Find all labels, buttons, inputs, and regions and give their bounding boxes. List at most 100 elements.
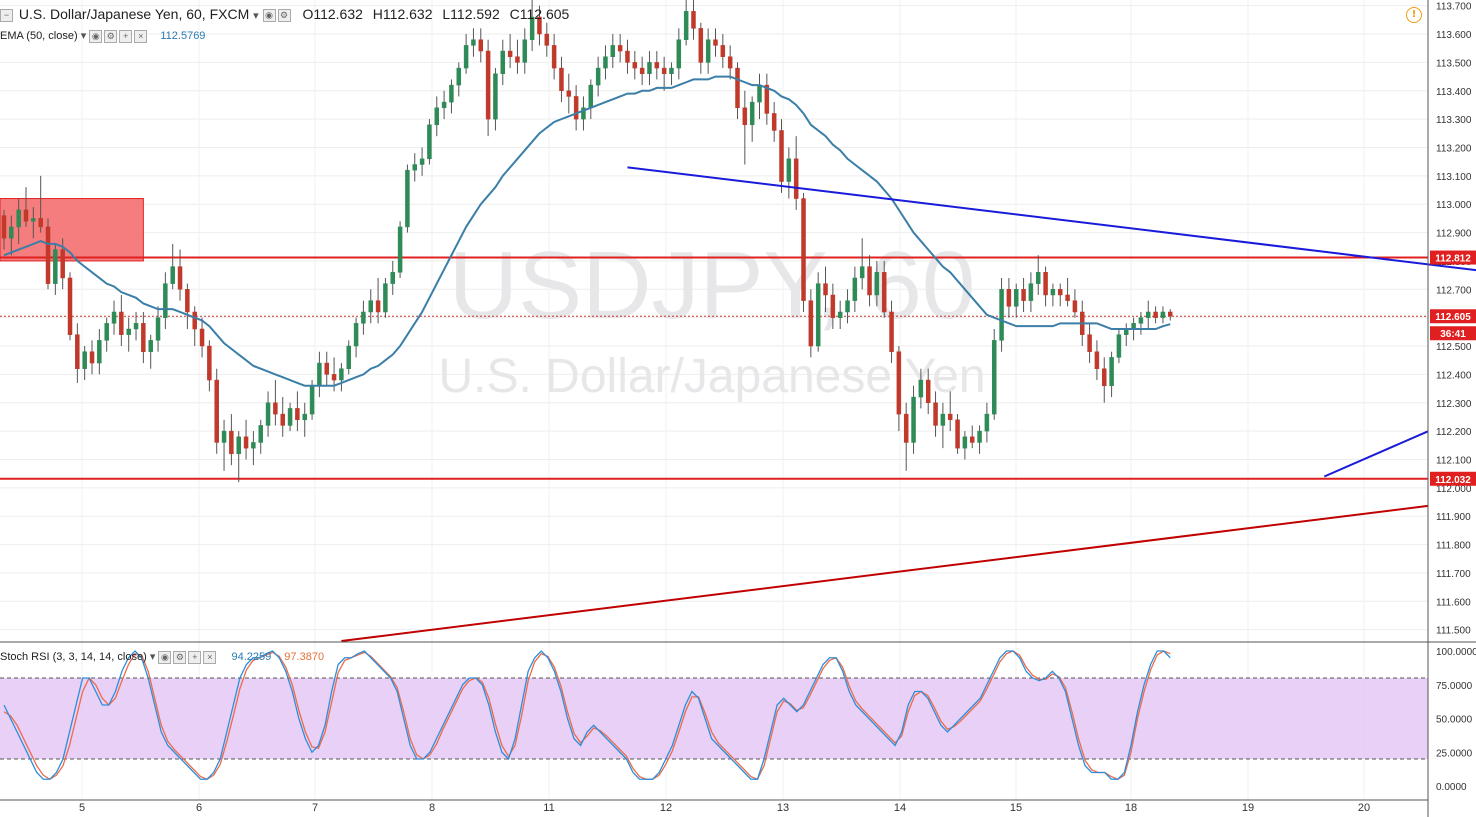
candle-body <box>727 56 733 69</box>
candle-body <box>713 39 718 46</box>
eye-icon[interactable]: ◉ <box>262 8 276 22</box>
candle-body <box>53 249 58 284</box>
candle-body <box>1065 294 1070 301</box>
candle-body <box>192 311 197 330</box>
candle <box>67 272 73 341</box>
rsi-label[interactable]: Stoch RSI (3, 3, 14, 14, close) <box>0 651 147 663</box>
y-tick-label: 112.200 <box>1436 427 1472 438</box>
candle <box>478 28 484 63</box>
candle <box>625 39 630 74</box>
y-tick-label: 113.500 <box>1436 58 1472 69</box>
candle <box>434 96 440 137</box>
ema-label[interactable]: EMA (50, close) <box>0 30 78 42</box>
plus-icon[interactable]: + <box>188 650 202 664</box>
symbol-title[interactable]: U.S. Dollar/Japanese Yen, 60, FXCM <box>18 6 250 22</box>
candle <box>383 277 388 318</box>
candle <box>302 402 307 437</box>
candle-body <box>1021 289 1026 301</box>
candle <box>493 68 498 131</box>
candle-body <box>126 328 131 335</box>
candle-body <box>537 16 542 35</box>
candle <box>507 34 513 69</box>
candle-body <box>9 226 14 239</box>
rsi-k-value: 94.2259 <box>231 651 272 663</box>
candle <box>1138 311 1144 335</box>
collapse-icon[interactable]: − <box>0 8 13 22</box>
candle-body <box>610 45 616 57</box>
alert-icon[interactable]: ! <box>1406 7 1422 23</box>
gear-icon[interactable]: ⚙ <box>277 8 291 22</box>
eye-icon[interactable]: ◉ <box>158 650 172 664</box>
candle-body <box>1138 317 1144 324</box>
candle <box>588 79 594 120</box>
candle-body <box>874 272 880 296</box>
candle-body <box>603 56 608 69</box>
x-tick-label: 19 <box>1242 802 1254 814</box>
rsi-d-value: 97.3870 <box>284 651 325 663</box>
y-tick-label: 111.700 <box>1436 569 1471 580</box>
candle-body <box>383 283 388 313</box>
gear-icon[interactable]: ⚙ <box>104 29 118 43</box>
candle <box>9 215 14 256</box>
candle-body <box>903 413 909 443</box>
candle <box>632 51 638 80</box>
candle <box>126 317 131 352</box>
candle <box>1087 323 1092 364</box>
chevron-down-icon[interactable]: ▾ <box>80 30 87 42</box>
y-tick-label: 112.100 <box>1436 455 1472 466</box>
y-tick-label: 111.900 <box>1436 512 1471 523</box>
candle <box>537 5 542 46</box>
candle-body <box>375 300 381 313</box>
candle-body <box>661 67 667 74</box>
ema-value: 112.5769 <box>160 30 206 42</box>
candle-body <box>837 311 843 318</box>
y-tick-label: 111.500 <box>1436 626 1471 637</box>
candle-body <box>551 45 557 69</box>
candle-body <box>1168 311 1173 317</box>
x-tick-label: 7 <box>312 802 318 814</box>
rsi-y-tick-label: 25.0000 <box>1436 748 1473 759</box>
close-icon[interactable]: × <box>134 29 148 43</box>
x-tick-label: 14 <box>894 802 906 814</box>
candle-body <box>698 28 704 63</box>
candle-body <box>16 209 21 228</box>
candle <box>683 0 689 46</box>
candle-body <box>573 96 579 120</box>
candle-body <box>309 385 315 415</box>
candlesticks <box>1 0 1173 483</box>
chevron-down-icon[interactable]: ▾ <box>253 10 259 22</box>
candle <box>867 255 872 307</box>
candle <box>786 147 792 199</box>
candle-body <box>962 436 968 449</box>
candle <box>1006 277 1012 318</box>
candle-body <box>419 158 425 165</box>
plus-icon[interactable]: + <box>119 29 133 43</box>
candle-body <box>111 311 117 324</box>
eye-icon[interactable]: ◉ <box>89 29 103 43</box>
candle-body <box>199 328 205 347</box>
candle <box>251 431 256 466</box>
candle-body <box>265 402 271 426</box>
candle <box>735 62 740 120</box>
candle-body <box>390 272 396 284</box>
y-tick-label: 112.400 <box>1436 370 1472 381</box>
candle-body <box>97 340 102 364</box>
candle-body <box>544 33 550 46</box>
close-icon[interactable]: × <box>203 650 217 664</box>
candle-body <box>31 218 36 222</box>
candle <box>229 414 234 466</box>
candle <box>75 323 80 383</box>
candle-body <box>353 323 359 347</box>
gear-icon[interactable]: ⚙ <box>173 650 187 664</box>
ohlc-low: L112.592 <box>442 6 500 22</box>
candle <box>749 96 755 142</box>
candle-body <box>742 107 748 126</box>
chevron-down-icon[interactable]: ▾ <box>149 651 156 663</box>
candle <box>727 45 733 80</box>
candle-body <box>104 323 109 341</box>
x-tick-label: 6 <box>196 802 202 814</box>
y-tick-label: 112.000 <box>1436 484 1472 495</box>
candle-body <box>639 67 645 74</box>
candle <box>705 28 711 74</box>
